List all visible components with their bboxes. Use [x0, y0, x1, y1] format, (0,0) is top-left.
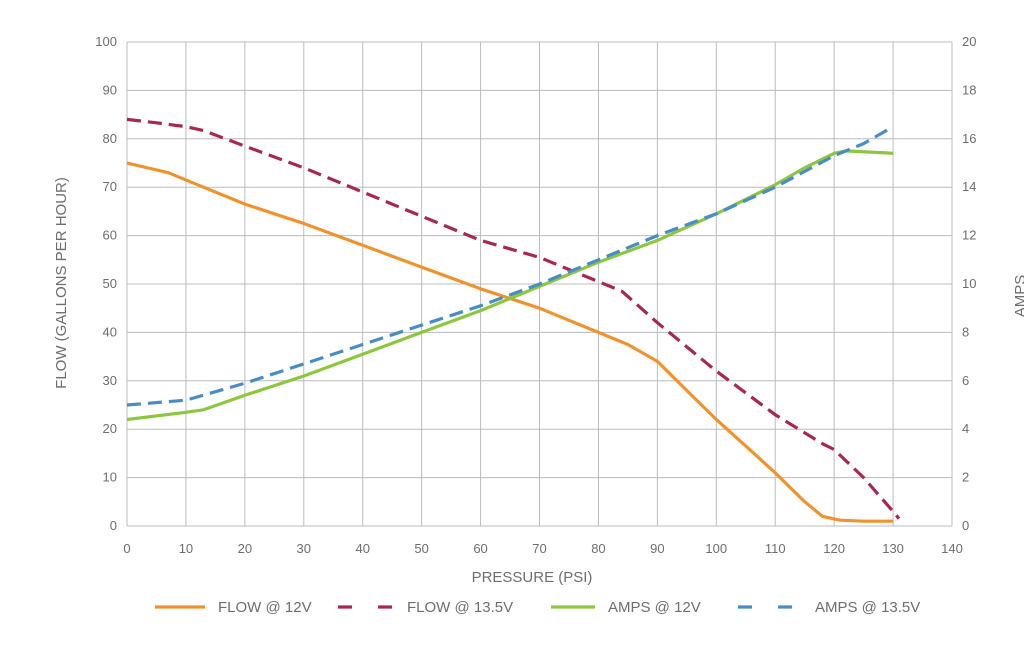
left-tick-label: 10 — [103, 470, 117, 485]
right-axis-title: AMPS — [1012, 275, 1024, 318]
x-tick-label: 40 — [355, 541, 369, 556]
right-tick-label: 6 — [962, 373, 969, 388]
left-tick-label: 100 — [95, 34, 117, 49]
legend-label: AMPS @ 12V — [608, 599, 701, 616]
left-tick-label: 20 — [103, 421, 117, 436]
left-tick-label: 30 — [103, 373, 117, 388]
left-tick-label: 90 — [103, 82, 117, 97]
series-line-flow-12v — [126, 161, 894, 523]
right-tick-label: 16 — [962, 131, 976, 146]
right-tick-label: 2 — [962, 470, 969, 485]
left-axis-title: FLOW (GALLONS PER HOUR) — [53, 177, 70, 389]
legend: FLOW @ 12V FLOW @ 13.5V AMPS @ 12V AMPS @ 1… — [155, 599, 920, 616]
left-tick-label: 60 — [103, 228, 117, 243]
x-tick-label: 120 — [823, 541, 845, 556]
series-line-flow-13-5v — [126, 117, 901, 520]
series-line-amps-13-5v — [126, 125, 894, 407]
legend-label: AMPS @ 13.5V — [815, 599, 920, 616]
left-axis-ticks: 0 10 20 30 40 50 60 70 80 90 100 — [95, 34, 117, 533]
legend-label: FLOW @ 13.5V — [407, 599, 513, 616]
series-line-amps-12v — [126, 149, 894, 422]
x-tick-label: 70 — [532, 541, 546, 556]
left-tick-label: 70 — [103, 179, 117, 194]
x-tick-label: 90 — [650, 541, 664, 556]
series-lines — [126, 117, 901, 523]
x-tick-label: 30 — [297, 541, 311, 556]
right-tick-label: 10 — [962, 276, 976, 291]
right-tick-label: 18 — [962, 82, 976, 97]
x-tick-label: 60 — [473, 541, 487, 556]
grid — [126, 41, 953, 527]
x-tick-label: 130 — [882, 541, 904, 556]
right-tick-label: 14 — [962, 179, 976, 194]
x-tick-label: 50 — [414, 541, 428, 556]
x-axis-ticks: 0 10 20 30 40 50 60 70 80 90 100 110 120 130 140 — [123, 541, 962, 556]
x-tick-label: 10 — [179, 541, 193, 556]
left-tick-label: 0 — [110, 518, 117, 533]
right-axis-ticks: 0 2 4 6 8 10 12 14 16 18 20 — [962, 34, 976, 533]
left-tick-label: 50 — [103, 276, 117, 291]
right-tick-label: 0 — [962, 518, 969, 533]
right-tick-label: 4 — [962, 421, 969, 436]
right-tick-label: 12 — [962, 228, 976, 243]
x-tick-label: 100 — [705, 541, 727, 556]
left-tick-label: 40 — [103, 324, 117, 339]
x-tick-label: 20 — [238, 541, 252, 556]
right-tick-label: 8 — [962, 324, 969, 339]
legend-label: FLOW @ 12V — [218, 599, 312, 616]
x-tick-label: 80 — [591, 541, 605, 556]
x-axis-title: PRESSURE (PSI) — [472, 569, 593, 586]
x-tick-label: 0 — [123, 541, 130, 556]
x-tick-label: 140 — [941, 541, 963, 556]
left-tick-label: 80 — [103, 131, 117, 146]
x-tick-label: 110 — [765, 541, 786, 556]
right-tick-label: 20 — [962, 34, 976, 49]
